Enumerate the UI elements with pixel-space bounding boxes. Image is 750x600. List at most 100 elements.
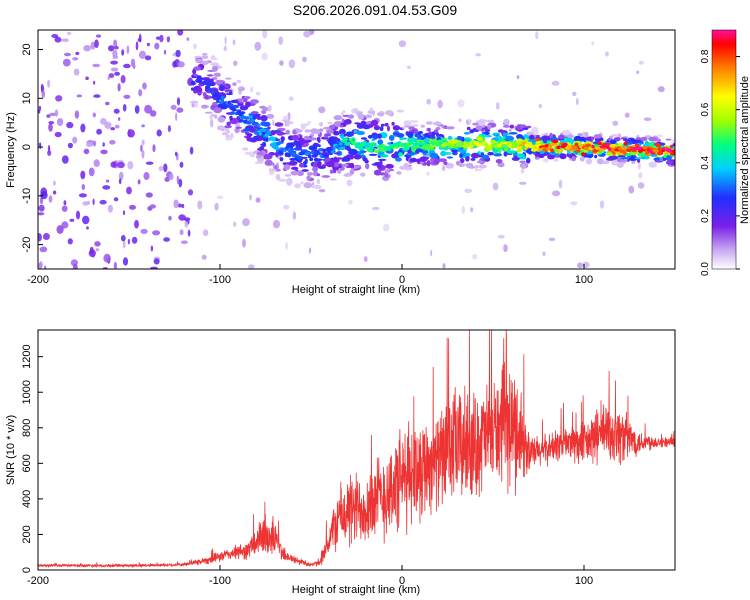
spectrogram-cell bbox=[371, 206, 380, 211]
spectrogram-cell bbox=[593, 134, 602, 139]
spectrogram-cell bbox=[73, 68, 80, 76]
spectrogram-x-label: Height of straight line (km) bbox=[292, 284, 420, 296]
spectrogram-cell bbox=[547, 154, 555, 160]
spectrogram-cell bbox=[369, 107, 374, 112]
spectrogram-cell bbox=[74, 110, 80, 119]
snr-frame bbox=[37, 329, 676, 571]
spectrogram-cell bbox=[201, 52, 208, 56]
spectrogram-cell bbox=[444, 152, 452, 155]
spectrogram-cell bbox=[536, 134, 540, 138]
spectrogram-cell bbox=[168, 215, 172, 221]
spectrogram-cell bbox=[142, 82, 147, 90]
spectrogram-cell bbox=[583, 149, 588, 153]
spectrogram-cell bbox=[262, 141, 267, 148]
spectrogram-cell bbox=[655, 143, 662, 148]
spectrogram-cell bbox=[285, 144, 291, 149]
spectrogram-cell bbox=[197, 87, 203, 93]
spectrogram-cell bbox=[399, 137, 404, 141]
spectrogram-cell bbox=[590, 136, 595, 140]
spectrogram-cell bbox=[254, 41, 262, 51]
spectrogram-cell bbox=[577, 262, 583, 269]
spectrogram-cell bbox=[230, 132, 234, 139]
spectrogram-cell bbox=[301, 169, 309, 172]
spectrogram-cell bbox=[657, 86, 665, 93]
spectrogram-cell bbox=[242, 147, 249, 151]
spectrogram-cell bbox=[176, 97, 181, 106]
spectrogram-cell bbox=[187, 229, 191, 237]
spectrogram-cell bbox=[329, 124, 335, 130]
spectrogram-cell bbox=[326, 129, 334, 134]
spectrogram-cell bbox=[428, 131, 432, 136]
spectrogram-y-tick-label: -20 bbox=[21, 237, 33, 253]
spectrogram-cell bbox=[114, 71, 120, 76]
spectrogram-cell bbox=[107, 204, 113, 213]
spectrogram-cell bbox=[275, 151, 279, 158]
spectrogram-cell bbox=[202, 229, 209, 237]
spectrogram-cell bbox=[105, 179, 110, 183]
spectrogram-cell bbox=[612, 120, 619, 127]
spectrogram-cell bbox=[485, 135, 493, 138]
spectrogram-cell bbox=[456, 136, 463, 141]
spectrogram-cell bbox=[409, 158, 418, 163]
spectrogram-cell bbox=[67, 238, 73, 245]
spectrogram-cell bbox=[404, 125, 410, 128]
spectrogram-cell bbox=[90, 41, 96, 50]
spectrogram-cell bbox=[200, 60, 209, 65]
spectrogram-cell bbox=[409, 152, 416, 155]
spectrogram-cell bbox=[189, 146, 194, 155]
spectrogram-cell bbox=[93, 80, 96, 85]
spectrogram-cell bbox=[476, 160, 484, 164]
spectrogram-cell bbox=[470, 144, 474, 148]
spectrogram-cell bbox=[48, 121, 55, 125]
spectrogram-cell bbox=[457, 99, 465, 108]
spectrogram-cell bbox=[122, 104, 127, 112]
spectrogram-cell bbox=[438, 158, 447, 163]
spectrogram-cell bbox=[534, 137, 540, 142]
spectrogram-cell bbox=[40, 191, 48, 200]
spectrogram-cell bbox=[420, 124, 425, 128]
spectrogram-cell bbox=[213, 72, 221, 78]
spectrogram-cell bbox=[478, 164, 487, 169]
spectrogram-cell bbox=[186, 37, 190, 41]
spectrogram-cell bbox=[61, 205, 68, 212]
spectrogram-cell bbox=[665, 138, 672, 141]
spectrogram-cell bbox=[54, 109, 59, 117]
spectrogram-cell bbox=[107, 76, 110, 80]
spectrogram-cell bbox=[577, 133, 583, 137]
spectrogram-cell bbox=[301, 149, 308, 153]
spectrogram-cell bbox=[262, 30, 268, 39]
spectrogram-cell bbox=[640, 136, 648, 142]
spectrogram-cell bbox=[267, 105, 272, 112]
spectrogram-cell bbox=[430, 249, 433, 257]
spectrogram-cell bbox=[211, 58, 219, 60]
spectrogram-cell bbox=[429, 152, 439, 159]
spectrogram-cell bbox=[40, 83, 44, 91]
spectrogram-cell bbox=[239, 101, 244, 104]
spectrogram-cell bbox=[295, 129, 303, 133]
spectrogram-cell bbox=[179, 161, 184, 168]
spectrogram-cell bbox=[519, 181, 527, 185]
spectrogram-cell bbox=[126, 186, 132, 195]
spectrogram-cell bbox=[343, 137, 348, 142]
spectrogram-cell bbox=[138, 50, 147, 59]
spectrogram-x-tick-label: 100 bbox=[575, 274, 593, 286]
spectrogram-cell bbox=[236, 79, 242, 84]
spectrogram-y-ticks: 20 10 0 -10 -20 bbox=[21, 43, 43, 253]
spectrogram-cell bbox=[637, 152, 646, 157]
spectrogram-cell bbox=[430, 157, 435, 163]
spectrogram-cell bbox=[122, 240, 126, 249]
spectrogram-cell bbox=[110, 67, 119, 72]
spectrogram-y-tick-label: 0 bbox=[21, 144, 33, 150]
spectrogram-cell bbox=[254, 131, 261, 135]
spectrogram-cell bbox=[83, 45, 91, 52]
spectrogram-cell bbox=[385, 169, 390, 174]
spectrogram-cell bbox=[258, 132, 262, 136]
spectrogram-cell bbox=[286, 120, 290, 127]
spectrogram-cell bbox=[620, 137, 626, 140]
spectrogram-cell bbox=[270, 130, 276, 136]
spectrogram-cell bbox=[129, 204, 136, 210]
spectrogram-cell bbox=[551, 80, 560, 86]
spectrogram-cell bbox=[288, 59, 296, 69]
spectrogram-cell bbox=[224, 36, 227, 45]
spectrogram-frame bbox=[37, 29, 676, 270]
